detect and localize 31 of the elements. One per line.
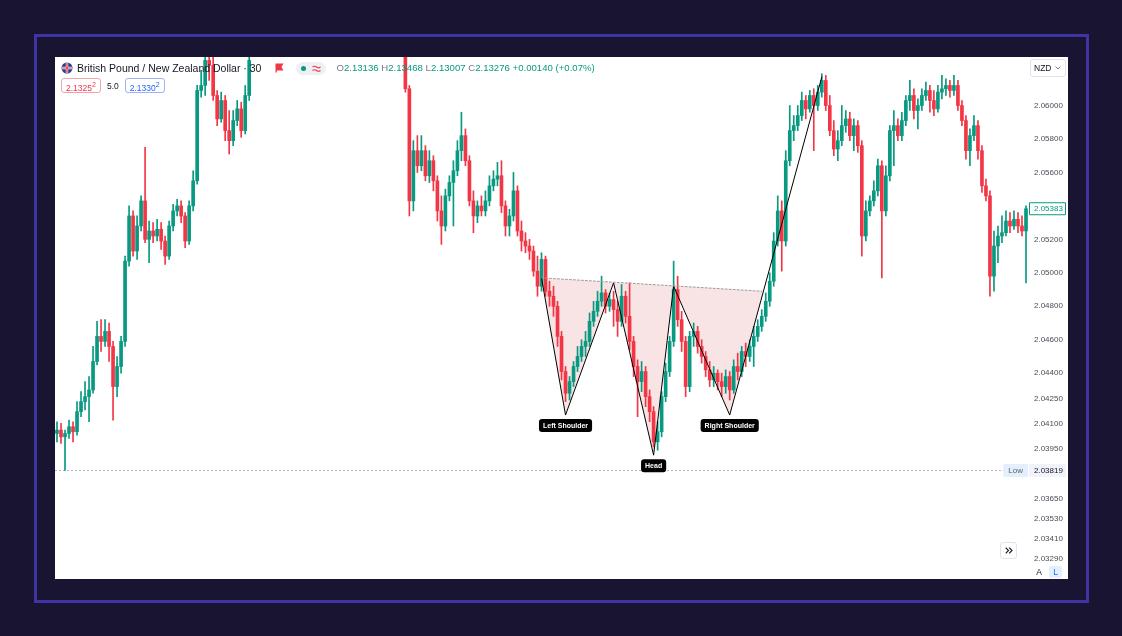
candlestick [735,352,740,381]
y-tick-label: 2.05800 [1034,134,1064,144]
y-tick-label: 2.03410 [1034,534,1064,544]
annotation: 2.1330$^{2}$ [124,78,165,93]
text: 2.05383 [1034,204,1064,214]
annotation: 2.1325$^{2}$ [61,78,101,93]
y-tick-label: 2.03650 [1034,493,1064,503]
y-tick-label: 2.05200 [1034,234,1064,244]
candlestick [99,319,103,352]
text: L [1049,566,1062,578]
y-tick-label: 2.04100 [1034,418,1064,428]
candlestick [147,220,151,264]
y-tick-label: 2.06000 [1034,100,1064,110]
y-tick-label: 2.05600 [1034,167,1064,177]
text: NZD [1034,63,1052,73]
y-tick-label: 2.03530 [1034,513,1064,523]
text: A [1035,566,1043,578]
y-tick-label: 2.04600 [1034,334,1064,344]
y-tick-label: 2.05000 [1034,268,1064,278]
y-tick-label: 2.04250 [1034,393,1064,403]
annotation: 2.03819 [1034,466,1064,476]
y-tick-label: 2.03950 [1034,443,1064,453]
ref-line-label: Low [1008,466,1024,476]
candlestick [1008,212,1012,233]
y-tick-label: 2.04800 [1034,301,1064,311]
y-tick-label: 2.04400 [1034,368,1064,378]
annotation: 5.0 [106,80,119,91]
candlestick [55,421,59,443]
candlestick [944,78,948,96]
candlestick [151,222,155,244]
y-tick-label: 2.03290 [1034,554,1064,564]
